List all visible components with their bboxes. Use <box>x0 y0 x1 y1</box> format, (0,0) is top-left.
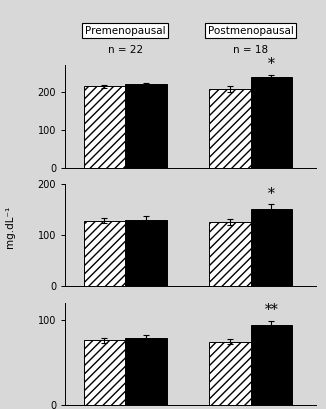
Bar <box>209 89 251 168</box>
Bar <box>251 209 292 286</box>
Bar <box>84 340 125 405</box>
Bar <box>125 84 167 168</box>
Bar <box>251 325 292 405</box>
Text: n = 22: n = 22 <box>108 45 143 55</box>
Bar <box>251 77 292 168</box>
Bar <box>125 220 167 286</box>
Text: Premenopausal: Premenopausal <box>85 26 166 36</box>
Text: *: * <box>268 187 275 201</box>
Bar <box>209 342 251 405</box>
Bar <box>209 222 251 286</box>
Text: **: ** <box>265 303 278 317</box>
Text: mg.dL⁻¹: mg.dL⁻¹ <box>5 206 15 248</box>
Bar <box>84 221 125 286</box>
Bar <box>84 86 125 168</box>
Text: Total cholesterol: Total cholesterol <box>145 186 231 196</box>
Text: Postmenopausal: Postmenopausal <box>208 26 294 36</box>
Text: *: * <box>268 57 275 72</box>
Text: LDL–cholesterol: LDL–cholesterol <box>147 305 229 315</box>
Bar <box>125 337 167 405</box>
Text: n = 18: n = 18 <box>233 45 268 55</box>
